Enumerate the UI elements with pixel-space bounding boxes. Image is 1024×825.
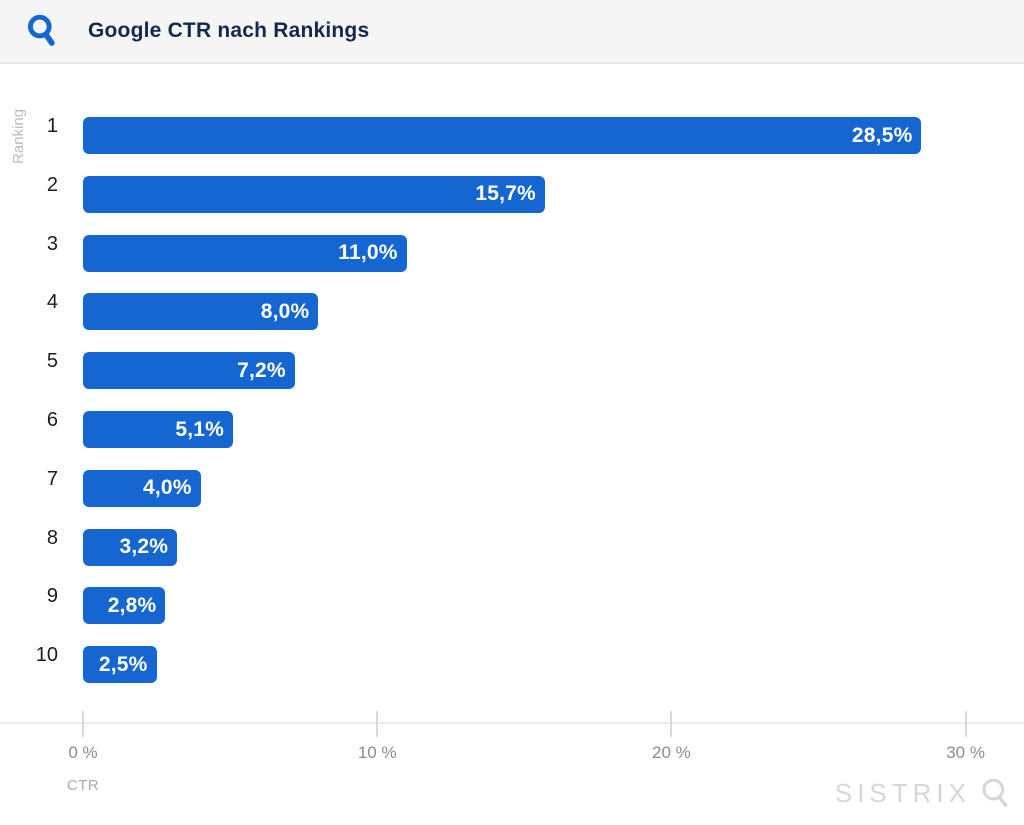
chart-row: 7 4,0% [0,468,1024,507]
chart-row: 2 15,7% [0,174,1024,213]
rank-label: 7 [46,467,58,490]
bar-value-label: 11,0% [338,241,398,265]
bar-value-label: 7,2% [237,358,286,382]
bar-chart: Ranking 1 28,5% 2 15,7% 3 11,0% 4 8,0% 5 7,2% 6 5,1… [0,64,1024,825]
chart-row: 9 2,8% [0,585,1024,625]
bar: 11,0% [83,234,407,272]
bar: 3,2% [83,528,178,566]
magnifier-icon [22,11,62,51]
chart-row: 4 8,0% [0,291,1024,331]
chart-row: 1 28,5% [0,115,1024,154]
x-axis-title: CTR [66,777,100,794]
bar-value-label: 28,5% [851,123,913,147]
bar-value-label: 2,5% [98,652,148,676]
bar: 5,1% [83,411,234,448]
rank-label: 2 [46,173,58,196]
watermark: SISTRIX [835,776,1012,810]
chart-row: 6 5,1% [0,409,1024,448]
x-tick-label: 0 % [68,743,98,762]
bar: 4,0% [83,469,201,507]
x-tick-mark [964,711,967,737]
bar-value-label: 5,1% [175,417,225,441]
bar: 2,5% [83,646,157,684]
chart-row: 5 7,2% [0,350,1024,390]
x-tick-mark [376,711,379,737]
x-tick-label: 20 % [652,743,691,762]
rank-label: 1 [46,115,58,137]
bar: 7,2% [83,352,295,390]
bar: 15,7% [83,175,545,213]
x-tick-label: 30 % [946,743,985,762]
rank-label: 5 [46,350,58,373]
rank-label: 8 [46,526,58,549]
bar-value-label: 8,0% [260,299,310,323]
x-tick-mark [670,711,673,737]
bar-value-label: 2,8% [107,593,157,617]
chart-row: 3 11,0% [0,233,1024,272]
bar-value-label: 15,7% [475,182,536,206]
x-axis-line [0,722,1024,724]
watermark-text: SISTRIX [834,777,971,808]
rank-label: 6 [46,409,58,431]
bar: 28,5% [83,117,922,154]
x-tick-label: 10 % [357,743,397,762]
chart-row: 10 2,5% [0,644,1024,684]
bar-value-label: 3,2% [119,535,169,559]
bar-value-label: 4,0% [143,476,192,500]
x-tick-mark [82,711,84,737]
bar: 8,0% [83,293,319,331]
chart-title: Google CTR nach Rankings [88,19,370,42]
rank-label: 4 [46,291,58,314]
bar: 2,8% [83,587,166,625]
chart-header: Google CTR nach Rankings [0,0,1024,64]
chart-row: 8 3,2% [0,527,1024,566]
rank-label: 10 [35,644,58,667]
rank-label: 3 [46,232,58,255]
magnifier-icon [978,776,1012,810]
rank-label: 9 [46,585,58,608]
